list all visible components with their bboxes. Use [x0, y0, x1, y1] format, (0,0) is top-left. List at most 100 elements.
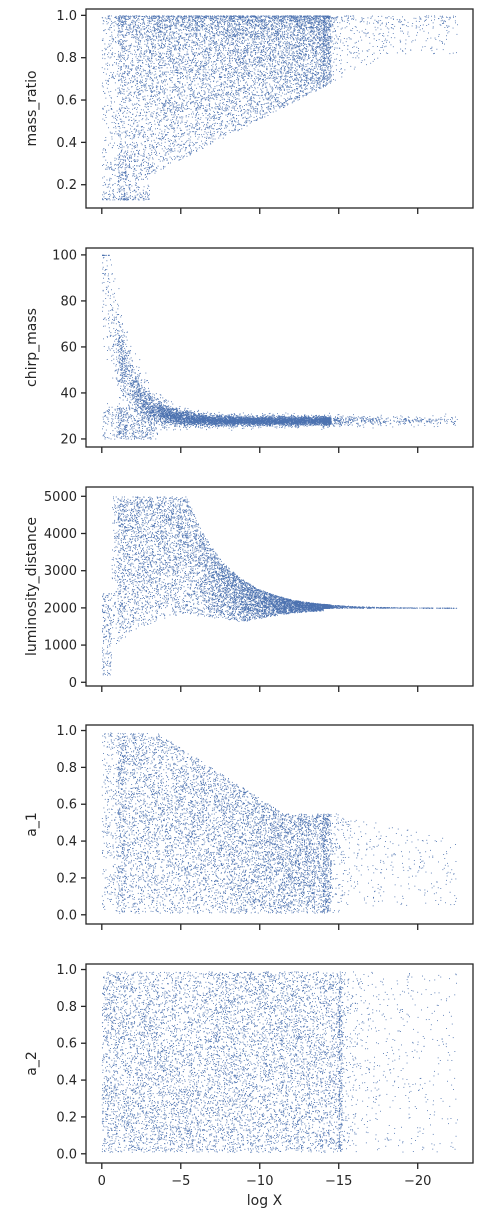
data-point	[443, 22, 444, 23]
data-point	[168, 119, 169, 120]
data-point	[229, 97, 230, 98]
data-point	[259, 36, 260, 37]
data-point	[110, 195, 111, 196]
data-point	[312, 81, 313, 82]
data-point	[303, 90, 304, 91]
data-point	[244, 70, 245, 71]
data-point	[420, 19, 421, 20]
data-point	[222, 107, 223, 108]
data-point	[251, 96, 252, 97]
data-point	[214, 55, 215, 56]
data-point	[186, 29, 187, 30]
data-point	[190, 99, 191, 100]
data-point	[311, 36, 312, 37]
data-point	[232, 30, 233, 31]
data-point	[173, 129, 174, 130]
data-point	[149, 66, 150, 67]
data-point	[138, 199, 139, 200]
data-point	[299, 45, 300, 46]
data-point	[206, 124, 207, 125]
data-point	[325, 61, 326, 62]
data-point	[301, 87, 302, 88]
data-point	[263, 64, 264, 65]
data-point	[340, 33, 341, 34]
data-point	[186, 39, 187, 40]
data-point	[144, 87, 145, 88]
data-point	[146, 61, 147, 62]
data-point	[235, 45, 236, 46]
data-point	[203, 66, 204, 67]
data-point	[176, 88, 177, 89]
data-point	[275, 100, 276, 101]
data-point	[275, 62, 276, 63]
data-point	[299, 84, 300, 85]
data-point	[152, 131, 153, 132]
data-point	[206, 64, 207, 65]
data-point	[241, 35, 242, 36]
data-point	[290, 59, 291, 60]
data-point	[119, 156, 120, 157]
data-point	[226, 104, 227, 105]
data-point	[263, 51, 264, 52]
data-point	[258, 71, 259, 72]
data-point	[235, 122, 236, 123]
data-point	[129, 111, 130, 112]
data-point	[248, 78, 249, 79]
data-point	[221, 62, 222, 63]
data-point	[338, 26, 339, 27]
data-point	[245, 63, 246, 64]
data-point	[248, 74, 249, 75]
data-point	[280, 35, 281, 36]
data-point	[260, 18, 261, 19]
data-point	[258, 64, 259, 65]
data-point	[387, 53, 388, 54]
data-point	[181, 30, 182, 31]
data-point	[200, 109, 201, 110]
data-point	[184, 18, 185, 19]
data-point	[185, 48, 186, 49]
data-point	[162, 36, 163, 37]
data-point	[177, 28, 178, 29]
data-point	[351, 30, 352, 31]
data-point	[125, 195, 126, 196]
data-point	[229, 123, 230, 124]
data-point	[373, 23, 374, 24]
data-point	[108, 44, 109, 45]
data-point	[183, 62, 184, 63]
data-point	[154, 75, 155, 76]
data-point	[147, 58, 148, 59]
data-point	[228, 65, 229, 66]
data-point	[116, 115, 117, 116]
data-point	[142, 35, 143, 36]
data-point	[139, 121, 140, 122]
data-point	[209, 116, 210, 117]
data-point	[123, 186, 124, 187]
data-point	[209, 108, 210, 109]
data-point	[149, 65, 150, 66]
data-point	[269, 84, 270, 85]
data-point	[240, 108, 241, 109]
data-point	[202, 65, 203, 66]
data-point	[150, 74, 151, 75]
data-point	[236, 94, 237, 95]
data-point	[254, 57, 255, 58]
data-point	[227, 21, 228, 22]
data-point	[174, 124, 175, 125]
data-point	[107, 105, 108, 106]
data-point	[102, 54, 103, 55]
data-point	[122, 99, 123, 100]
data-point	[137, 77, 138, 78]
data-point	[224, 75, 225, 76]
data-point	[291, 77, 292, 78]
data-point	[120, 20, 121, 21]
data-point	[167, 51, 168, 52]
data-point	[171, 19, 172, 20]
data-point	[162, 58, 163, 59]
data-point	[155, 150, 156, 151]
data-point	[242, 106, 243, 107]
data-point	[301, 78, 302, 79]
data-point	[235, 72, 236, 73]
data-point	[287, 98, 288, 99]
data-point	[184, 132, 185, 133]
data-point	[317, 37, 318, 38]
